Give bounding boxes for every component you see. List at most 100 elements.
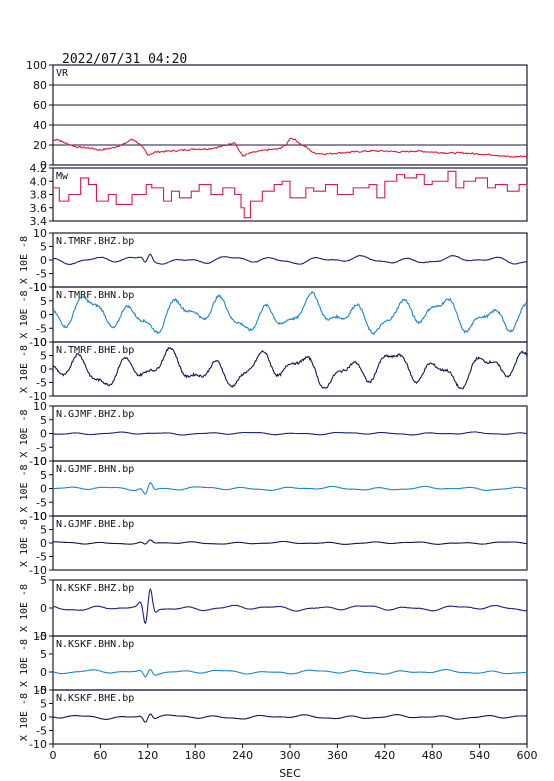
y-axis-label: X 10E -8 <box>19 693 30 741</box>
panels-layer: 020406080100VR3.43.63.84.04.2Mw-10-50510… <box>19 59 528 751</box>
y-axis-label: X 10E -8 <box>19 639 30 687</box>
y-tick-label: 10 <box>33 336 47 349</box>
series-line <box>52 668 527 678</box>
series-line <box>53 539 528 545</box>
panel-label: VR <box>56 68 69 79</box>
series-line <box>52 253 528 266</box>
y-tick-label: 0 <box>40 159 47 172</box>
panel-label: N.KSKF.BHE.bp <box>56 693 134 704</box>
y-axis-label: X 10E -8 <box>19 345 30 393</box>
y-tick-label: -5 <box>36 268 47 281</box>
series-line <box>52 290 528 336</box>
x-tick-label: 600 <box>517 749 538 762</box>
y-tick-label: -10 <box>29 510 47 523</box>
y-tick-label: 0 <box>40 666 47 679</box>
y-tick-label: -5 <box>36 496 47 509</box>
y-tick-label: 4.0 <box>30 175 48 188</box>
y-axis-label: X 10E -8 <box>19 519 30 567</box>
y-tick-label: 5 <box>40 414 47 427</box>
y-tick-label: -5 <box>36 551 47 564</box>
y-tick-label: -10 <box>29 390 47 403</box>
y-tick-label: 60 <box>33 99 47 112</box>
y-axis-label: X 10E -8 <box>19 409 30 457</box>
y-tick-label: 40 <box>33 119 47 132</box>
y-tick-label: -10 <box>29 455 47 468</box>
y-axis-label: X 10E -8 <box>19 464 30 512</box>
panel-9: -5 0 5 N.KSKF.BHZ.bp X 10E -8 <box>19 574 528 643</box>
y-tick-label: 0 <box>40 602 47 615</box>
y-tick-label: 0 <box>40 483 47 496</box>
y-tick-label: -5 <box>36 377 47 390</box>
x-tick-label: 300 <box>280 749 301 762</box>
panel-label: N.TMRF.BHN.bp <box>56 290 134 301</box>
y-tick-label: 5 <box>40 295 47 308</box>
y-tick-label: -10 <box>29 281 47 294</box>
panel-label: N.TMRF.BHE.bp <box>56 345 134 356</box>
y-tick-label: 0 <box>40 254 47 267</box>
series-line <box>52 346 528 390</box>
y-tick-label: -5 <box>36 684 47 697</box>
y-tick-label: -10 <box>29 336 47 349</box>
series-line <box>53 431 528 436</box>
x-tick-label: 240 <box>232 749 253 762</box>
panel-1: 0 20 40 60 80 100 VR <box>26 59 528 172</box>
panel-label: N.GJMF.BHE.bp <box>56 519 134 530</box>
y-tick-label: 5 <box>40 648 47 661</box>
y-tick-label: 10 <box>33 455 47 468</box>
panel-label: N.KSKF.BHN.bp <box>56 639 134 650</box>
x-axis-label: SEC <box>279 767 301 780</box>
y-tick-label: -10 <box>29 738 47 751</box>
x-tick-label: 360 <box>327 749 348 762</box>
series-line <box>53 170 528 219</box>
x-tick-label: 180 <box>185 749 206 762</box>
y-tick-label: -5 <box>36 322 47 335</box>
y-tick-label: 0 <box>40 363 47 376</box>
series-line <box>52 587 528 625</box>
series-line <box>52 713 528 723</box>
panel-10: -5 0 5 10 N.KSKF.BHN.bp X 10E -8 <box>19 630 528 697</box>
y-tick-label: 10 <box>33 400 47 413</box>
x-tick-label: 120 <box>137 749 158 762</box>
y-tick-label: -5 <box>36 630 47 643</box>
y-tick-label: 5 <box>40 469 47 482</box>
y-tick-label: 0 <box>40 428 47 441</box>
x-tick-label: 540 <box>469 749 490 762</box>
panel-2: 3.43.63.84.04.2 Mw <box>30 162 528 228</box>
y-axis-label: X 10E -8 <box>19 584 30 632</box>
x-tick-label: 0 <box>50 749 57 762</box>
y-tick-label: 100 <box>26 59 47 72</box>
y-tick-label: 10 <box>33 227 47 240</box>
y-tick-label: 5 <box>40 574 47 587</box>
y-tick-label: -5 <box>36 725 47 738</box>
x-axis: 0 60 120 180 240 300 360 420 480 540 600 <box>50 744 538 762</box>
y-tick-label: 3.4 <box>30 215 48 228</box>
y-tick-label: 10 <box>33 510 47 523</box>
panel-frame <box>52 64 528 166</box>
y-tick-label: 5 <box>40 241 47 254</box>
y-tick-label: 20 <box>33 139 47 152</box>
panel-label: N.GJMF.BHN.bp <box>56 464 134 475</box>
panel-label: Mw <box>56 171 69 182</box>
x-tick-label: 420 <box>374 749 395 762</box>
panel-label: N.GJMF.BHZ.bp <box>56 409 134 420</box>
y-tick-label: 0 <box>40 309 47 322</box>
datetime-title: 2022/07/31 04:20 <box>62 52 187 67</box>
y-tick-label: 5 <box>40 524 47 537</box>
y-tick-label: 5 <box>40 698 47 711</box>
y-tick-label: 3.6 <box>30 202 48 215</box>
series-line <box>52 482 528 495</box>
panel-label: N.KSKF.BHZ.bp <box>56 583 134 594</box>
y-tick-label: 10 <box>33 684 47 697</box>
y-tick-label: 5 <box>40 350 47 363</box>
series-line <box>52 137 528 158</box>
y-tick-label: 0 <box>40 711 47 724</box>
x-tick-label: 60 <box>93 749 107 762</box>
